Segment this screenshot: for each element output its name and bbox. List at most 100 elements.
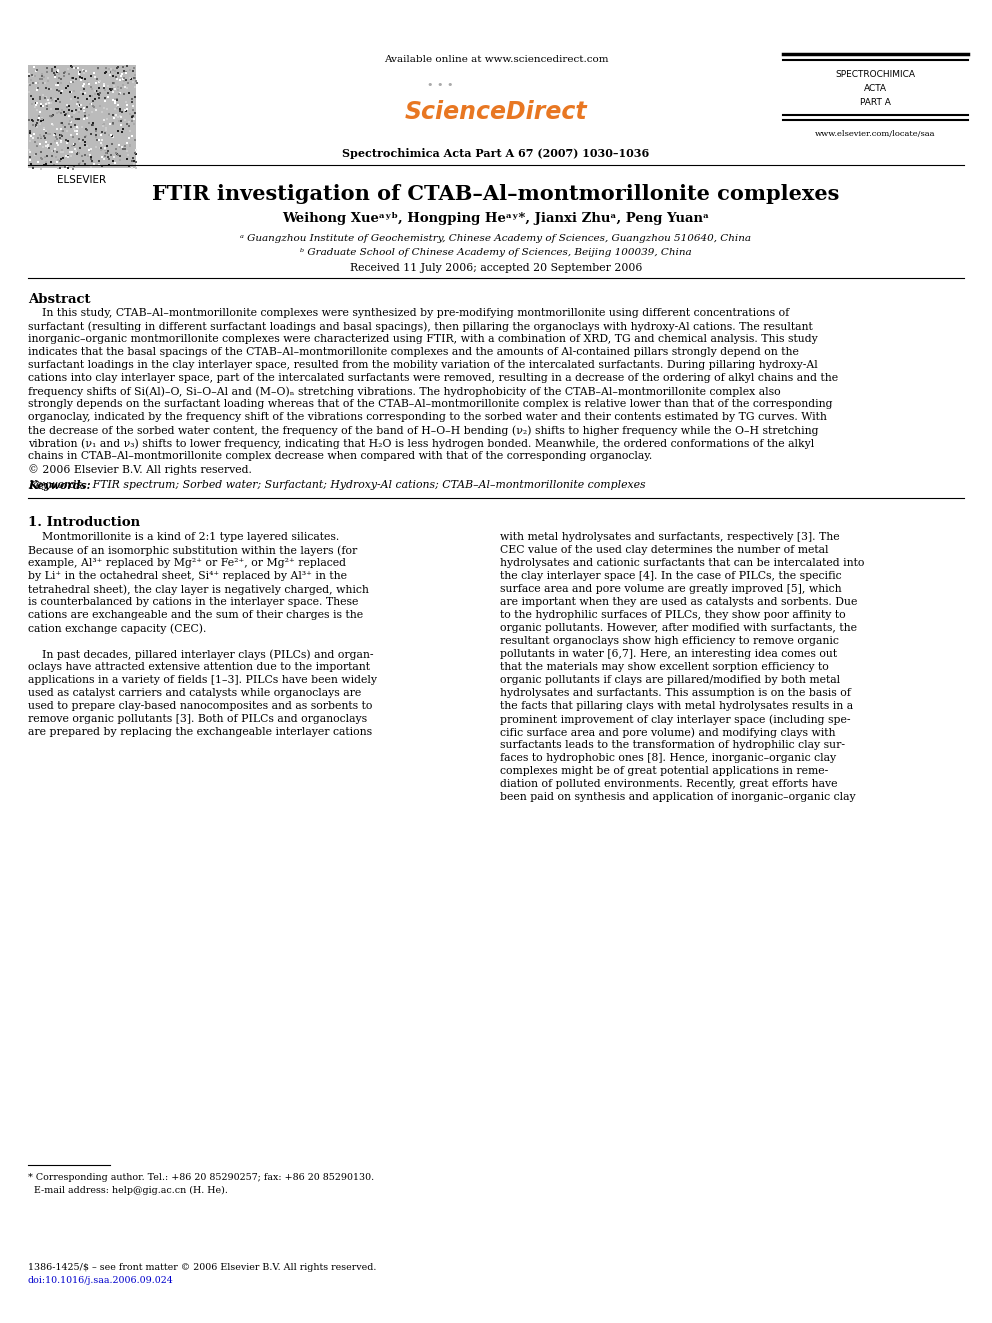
Bar	[100, 148, 102, 151]
Bar	[89, 151, 91, 152]
Bar	[50, 160, 52, 163]
Bar	[131, 135, 133, 138]
Bar	[133, 77, 135, 78]
Bar	[121, 146, 123, 148]
Text: hydrolysates and cationic surfactants that can be intercalated into: hydrolysates and cationic surfactants th…	[500, 558, 864, 568]
Bar	[51, 102, 53, 103]
Bar	[67, 147, 69, 148]
Bar	[28, 91, 30, 94]
Bar	[54, 66, 56, 69]
Bar	[32, 138, 34, 139]
Bar	[31, 164, 33, 165]
Bar	[62, 111, 64, 114]
Bar	[66, 112, 68, 114]
Bar	[86, 106, 88, 108]
Bar	[82, 110, 84, 111]
Bar	[96, 90, 98, 91]
Bar	[79, 75, 81, 78]
Bar	[54, 71, 56, 74]
Bar	[129, 144, 131, 147]
Bar	[31, 78, 33, 81]
Bar	[75, 78, 77, 79]
Bar	[103, 123, 105, 124]
Bar	[123, 77, 125, 79]
Bar	[114, 89, 116, 90]
Bar	[95, 90, 97, 93]
Bar	[46, 140, 48, 143]
Bar	[117, 86, 119, 89]
Bar	[81, 93, 83, 95]
Bar	[94, 82, 96, 83]
Bar	[85, 135, 87, 138]
Bar	[50, 134, 52, 135]
Bar	[99, 79, 101, 82]
Bar	[64, 112, 66, 115]
Bar	[56, 135, 58, 138]
Text: surfactant (resulting in different surfactant loadings and basal spacings), then: surfactant (resulting in different surfa…	[28, 321, 812, 332]
Bar	[54, 148, 56, 149]
Bar	[79, 147, 81, 149]
Bar	[50, 108, 52, 110]
Bar	[102, 124, 104, 126]
Bar	[80, 105, 82, 106]
Bar	[92, 101, 94, 102]
Bar	[81, 126, 83, 128]
Bar	[91, 89, 93, 90]
Bar	[102, 124, 104, 127]
Text: © 2006 Elsevier B.V. All rights reserved.: © 2006 Elsevier B.V. All rights reserved…	[28, 464, 252, 475]
Bar	[34, 74, 36, 77]
Bar	[129, 69, 131, 70]
Bar	[126, 65, 128, 67]
Bar	[60, 134, 62, 136]
Bar	[119, 78, 121, 81]
Bar	[125, 110, 127, 112]
Bar	[36, 89, 38, 91]
Bar	[115, 75, 117, 78]
Bar	[135, 152, 137, 155]
Text: vibration (ν₁ and ν₃) shifts to lower frequency, indicating that H₂O is less hyd: vibration (ν₁ and ν₃) shifts to lower fr…	[28, 438, 814, 448]
Bar	[30, 95, 32, 98]
Bar	[68, 105, 70, 107]
Bar	[132, 81, 134, 82]
Bar	[116, 107, 118, 108]
Bar	[114, 161, 116, 164]
Bar	[43, 94, 45, 95]
Bar	[98, 160, 100, 161]
Bar	[28, 83, 30, 85]
Bar	[77, 73, 79, 75]
Text: to the hydrophilic surfaces of PILCs, they show poor affinity to: to the hydrophilic surfaces of PILCs, th…	[500, 610, 845, 620]
Bar	[103, 87, 105, 89]
Bar	[86, 144, 88, 147]
Bar	[97, 67, 99, 70]
Bar	[52, 70, 54, 73]
Bar	[77, 164, 79, 165]
Bar	[84, 70, 87, 73]
Bar	[57, 112, 59, 114]
Bar	[34, 140, 36, 143]
Text: applications in a variety of fields [1–3]. PILCs have been widely: applications in a variety of fields [1–3…	[28, 675, 377, 685]
Bar	[56, 138, 58, 140]
Bar	[112, 114, 114, 116]
Bar	[122, 78, 124, 81]
Bar	[88, 114, 90, 115]
Bar	[134, 112, 136, 114]
Bar	[65, 165, 67, 167]
Bar	[51, 69, 53, 70]
Bar	[50, 143, 52, 144]
Bar	[114, 101, 116, 102]
Bar	[39, 115, 41, 116]
Bar	[135, 81, 137, 82]
Bar	[117, 116, 119, 118]
Bar	[112, 91, 114, 94]
Bar	[60, 159, 62, 160]
Bar	[43, 127, 45, 128]
Bar	[88, 95, 90, 97]
Bar	[84, 140, 86, 143]
Bar	[66, 140, 68, 143]
Bar	[126, 159, 128, 160]
Bar	[105, 127, 107, 130]
Bar	[70, 98, 72, 101]
Bar	[58, 70, 60, 71]
Bar	[74, 148, 76, 151]
Text: Abstract: Abstract	[28, 292, 90, 306]
